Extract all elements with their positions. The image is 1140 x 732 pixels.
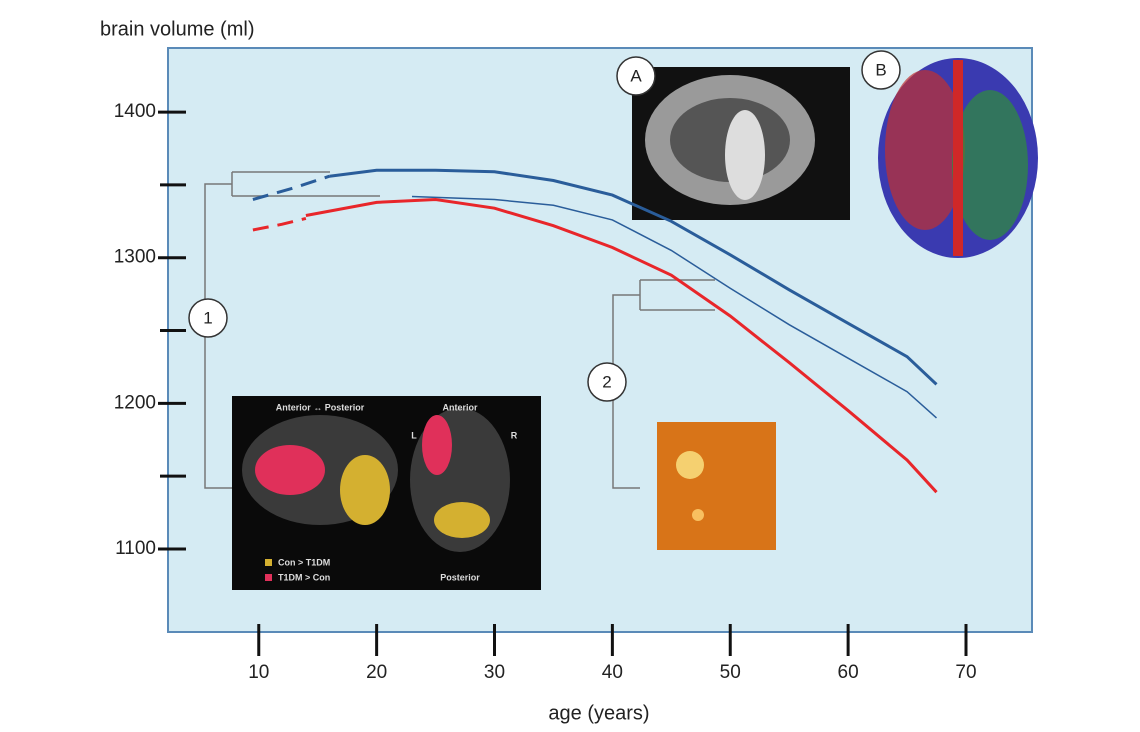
inset-text: R <box>511 430 518 440</box>
x-tick-label: 50 <box>720 662 741 683</box>
x-tick-label: 10 <box>248 662 269 683</box>
chart: brain volume (ml) age (years) 1100120013… <box>0 0 1140 727</box>
x-tick-label: 30 <box>484 662 505 683</box>
x-tick-label: 70 <box>955 662 976 683</box>
y-tick-label: 1300 <box>114 247 156 268</box>
inset-text: Anterior <box>442 402 478 412</box>
y-tick-label: 1100 <box>115 538 156 559</box>
y-axis-label: brain volume (ml) <box>100 18 254 40</box>
inset-text: T1DM > Con <box>278 572 330 582</box>
inset-text: Anterior ↔ Posterior <box>276 402 365 412</box>
callout-label: A <box>630 66 642 85</box>
callout-label: 2 <box>602 372 611 391</box>
inset-mri <box>632 67 850 220</box>
y-tick-label: 1200 <box>114 392 156 413</box>
callout-label: 1 <box>203 308 212 327</box>
y-tick-label: 1400 <box>114 101 156 122</box>
inset-text: L <box>411 430 417 440</box>
x-tick-label: 40 <box>602 662 623 683</box>
inset-tractography <box>878 58 1038 258</box>
x-tick-label: 20 <box>366 662 387 683</box>
inset-text: Posterior <box>440 572 480 582</box>
inset-retina <box>657 422 776 550</box>
callout-label: B <box>875 60 886 79</box>
x-axis-label: age (years) <box>548 702 649 724</box>
inset-text: Con > T1DM <box>278 557 330 567</box>
x-tick-label: 60 <box>838 662 859 683</box>
